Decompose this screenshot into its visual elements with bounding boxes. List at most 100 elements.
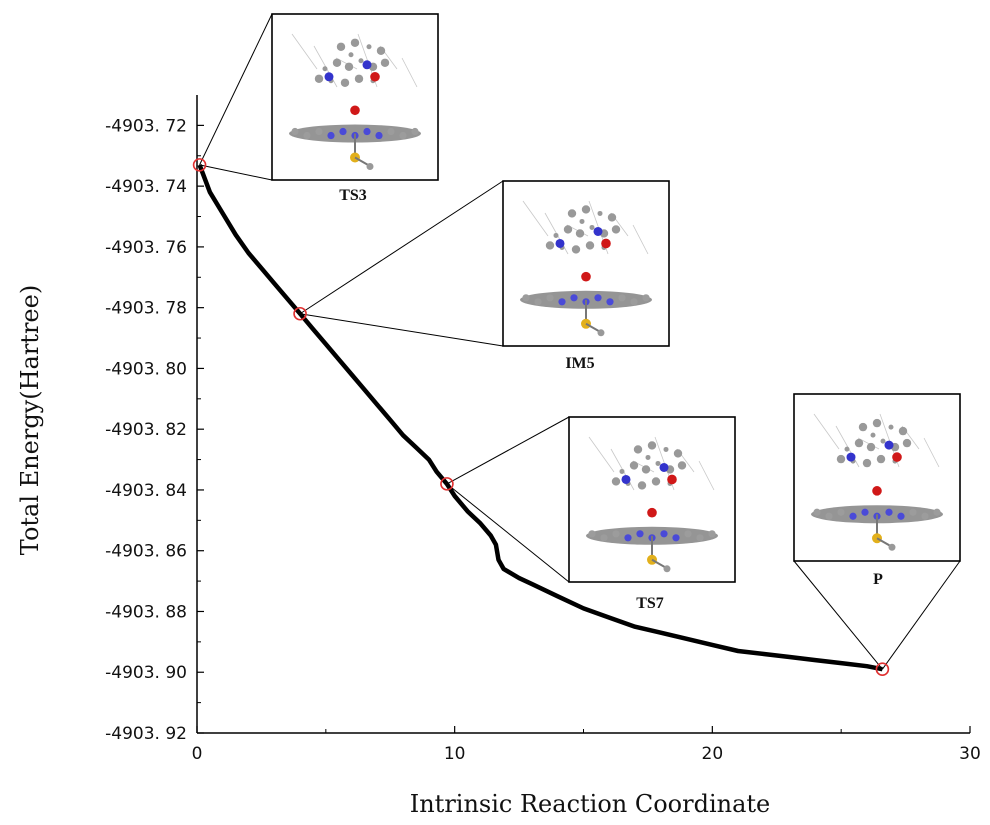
point-marker bbox=[293, 306, 307, 321]
nitrogen-atom bbox=[324, 72, 334, 82]
porphyrin-atom bbox=[660, 530, 668, 538]
nitrogen-atom bbox=[555, 238, 565, 248]
porphyrin-atom bbox=[921, 512, 929, 520]
y-axis-label: Total Energy(Hartree) bbox=[16, 285, 44, 555]
porphyrin-atom bbox=[303, 131, 311, 140]
carbon-atom bbox=[348, 52, 354, 58]
carbon-atom bbox=[336, 42, 346, 51]
carbon-atom bbox=[553, 232, 559, 238]
callout-p: P bbox=[793, 393, 961, 677]
carbon-atom bbox=[844, 446, 850, 452]
carbon-atom bbox=[854, 438, 864, 448]
porphyrin-atom bbox=[600, 534, 608, 542]
carbon-atom bbox=[880, 438, 886, 444]
irc-curve bbox=[197, 164, 883, 672]
callout-ts3: TS3 bbox=[192, 13, 439, 204]
nitrogen-atom bbox=[659, 462, 669, 472]
methyl-atom bbox=[663, 565, 671, 573]
point-marker bbox=[440, 477, 454, 491]
carbon-atom bbox=[611, 477, 621, 486]
wireframe-bond bbox=[632, 224, 649, 255]
porphyrin-atom bbox=[642, 294, 650, 302]
carbon-atom bbox=[619, 468, 625, 474]
carbon-atom bbox=[641, 465, 651, 474]
connector-line bbox=[446, 416, 570, 485]
porphyrin-atom bbox=[849, 512, 857, 520]
molecule-structure-image bbox=[520, 200, 652, 337]
y-tick-label: -4903. 78 bbox=[105, 299, 187, 319]
porphyrin-atom bbox=[636, 530, 644, 538]
carbon-atom bbox=[611, 225, 621, 234]
porphyrin-atom bbox=[708, 530, 716, 538]
wireframe-bond bbox=[401, 57, 418, 88]
irc-series-line bbox=[197, 164, 883, 672]
carbon-atom bbox=[651, 477, 661, 486]
carbon-atom bbox=[579, 218, 585, 224]
porphyrin-atom bbox=[339, 127, 347, 136]
carbon-atom bbox=[858, 422, 868, 432]
porphyrin-atom bbox=[696, 534, 704, 542]
carbon-atom bbox=[629, 461, 639, 470]
porphyrin-atom bbox=[861, 508, 869, 516]
porphyrin-atom bbox=[327, 131, 335, 140]
carbon-atom bbox=[836, 454, 846, 464]
carbon-atom bbox=[872, 418, 882, 428]
y-tick-label: -4903. 72 bbox=[105, 116, 187, 136]
carbon-atom bbox=[673, 449, 683, 458]
structure-label: TS7 bbox=[636, 595, 664, 612]
carbon-atom bbox=[862, 458, 872, 468]
y-tick-label: -4903. 84 bbox=[105, 481, 187, 501]
structure-label: IM5 bbox=[565, 355, 594, 372]
carbon-atom bbox=[545, 241, 555, 250]
carbon-atom bbox=[358, 58, 364, 64]
carbon-atom bbox=[647, 441, 657, 450]
porphyrin-atom bbox=[558, 298, 566, 306]
porphyrin-atom bbox=[612, 530, 620, 538]
carbon-atom bbox=[380, 58, 390, 67]
porphyrin-atom bbox=[684, 530, 692, 538]
porphyrin-atom bbox=[594, 294, 602, 302]
carbon-atom bbox=[571, 245, 581, 254]
y-tick-label: -4903. 90 bbox=[105, 663, 187, 683]
carbon-atom bbox=[344, 62, 354, 71]
y-tick-label: -4903. 80 bbox=[105, 359, 187, 379]
wireframe-bond bbox=[588, 436, 615, 473]
oxygen-atom bbox=[601, 238, 611, 249]
structure-callouts: TS3 IM5 TS7 P bbox=[192, 13, 961, 677]
callout-ts7: TS7 bbox=[440, 416, 736, 612]
nitrogen-atom bbox=[621, 474, 631, 484]
s-c-bond bbox=[354, 156, 370, 167]
connector-line bbox=[199, 13, 273, 166]
porphyrin-atom bbox=[885, 508, 893, 516]
x-tick-label: 10 bbox=[444, 744, 466, 764]
porphyrin-atom bbox=[399, 131, 407, 140]
porphyrin-atom bbox=[624, 534, 632, 542]
carbon-atom bbox=[633, 445, 643, 454]
y-tick-label: -4903. 86 bbox=[105, 542, 187, 562]
oxygen-atom bbox=[667, 474, 677, 485]
s-c-bond bbox=[876, 537, 892, 548]
carbon-atom bbox=[637, 481, 647, 490]
carbon-atom bbox=[563, 225, 573, 234]
connector-line bbox=[299, 180, 504, 315]
wireframe-bond bbox=[698, 460, 715, 491]
carbon-atom bbox=[322, 66, 328, 72]
oxo-atom bbox=[647, 507, 657, 518]
porphyrin-atom bbox=[522, 294, 530, 302]
oxo-atom bbox=[350, 105, 360, 116]
carbon-atom bbox=[677, 461, 687, 470]
porphyrin-atom bbox=[825, 512, 833, 520]
carbon-atom bbox=[581, 205, 591, 214]
callout-im5: IM5 bbox=[293, 180, 670, 372]
porphyrin-atom bbox=[375, 131, 383, 140]
point-marker bbox=[875, 662, 890, 677]
carbon-atom bbox=[314, 74, 324, 83]
carbon-atom bbox=[607, 213, 617, 222]
carbon-atom bbox=[902, 438, 912, 448]
structure-label: TS3 bbox=[339, 187, 367, 204]
connector-line bbox=[881, 560, 961, 670]
connector-line bbox=[199, 164, 273, 181]
porphyrin-atom bbox=[933, 508, 941, 516]
porphyrin-atom bbox=[315, 127, 323, 136]
